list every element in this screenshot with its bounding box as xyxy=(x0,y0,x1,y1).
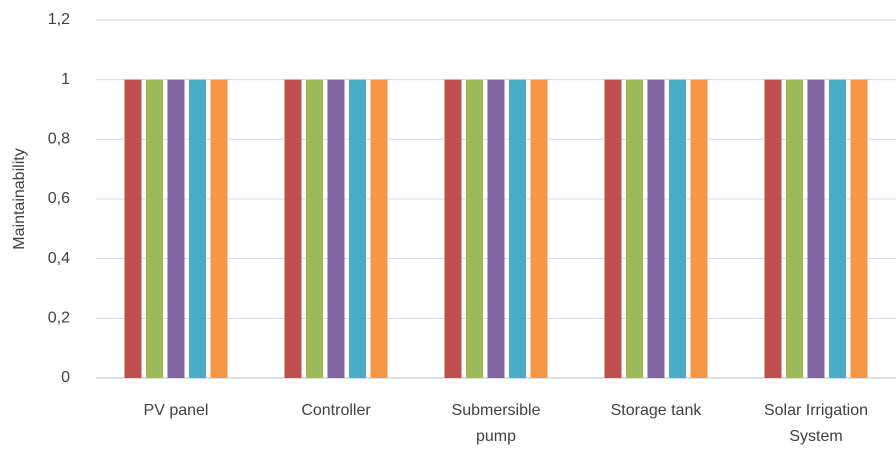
y-axis-label: Maintainability xyxy=(11,148,28,249)
y-tick-label: 0,6 xyxy=(48,190,70,207)
y-tick-label: 0,2 xyxy=(48,310,70,327)
bar xyxy=(829,79,846,379)
x-tick-label: Submersible pump xyxy=(451,402,541,445)
bar xyxy=(487,79,505,379)
bar xyxy=(626,79,643,379)
y-tick-label: 1,2 xyxy=(48,11,70,28)
bar xyxy=(669,79,686,379)
x-tick-label: Controller xyxy=(301,402,371,419)
y-tick-label: 0,8 xyxy=(48,131,70,148)
bar xyxy=(306,79,323,379)
bar xyxy=(146,79,163,379)
bar xyxy=(604,79,622,379)
bar xyxy=(327,79,345,379)
x-tick-label: PV panel xyxy=(143,402,209,419)
bar xyxy=(509,79,526,379)
bar xyxy=(167,79,185,379)
bar xyxy=(786,79,803,379)
x-tick-label: Storage tank xyxy=(610,402,702,419)
bar xyxy=(370,79,388,379)
bar xyxy=(284,79,302,379)
bar xyxy=(124,79,142,379)
x-tick-label: Solar Irrigation System xyxy=(763,402,869,445)
bar xyxy=(210,79,228,379)
bar xyxy=(349,79,366,379)
bar xyxy=(530,79,548,379)
bar xyxy=(850,79,868,379)
bar xyxy=(807,79,825,379)
bar xyxy=(444,79,462,379)
y-tick-label: 0 xyxy=(61,369,70,386)
y-tick-label: 1 xyxy=(61,71,70,88)
bar xyxy=(647,79,665,379)
bar xyxy=(690,79,708,379)
y-tick-label: 0,4 xyxy=(48,250,70,267)
bar xyxy=(189,79,206,379)
bar xyxy=(764,79,782,379)
bar xyxy=(466,79,483,379)
